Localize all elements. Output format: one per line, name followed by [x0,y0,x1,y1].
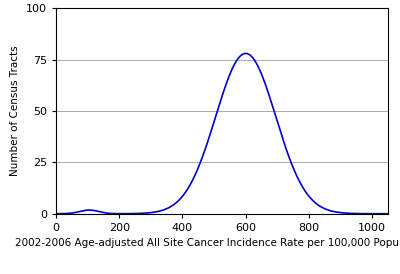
X-axis label: 2002-2006 Age-adjusted All Site Cancer Incidence Rate per 100,000 Population: 2002-2006 Age-adjusted All Site Cancer I… [15,238,400,248]
Y-axis label: Number of Census Tracts: Number of Census Tracts [10,46,20,176]
